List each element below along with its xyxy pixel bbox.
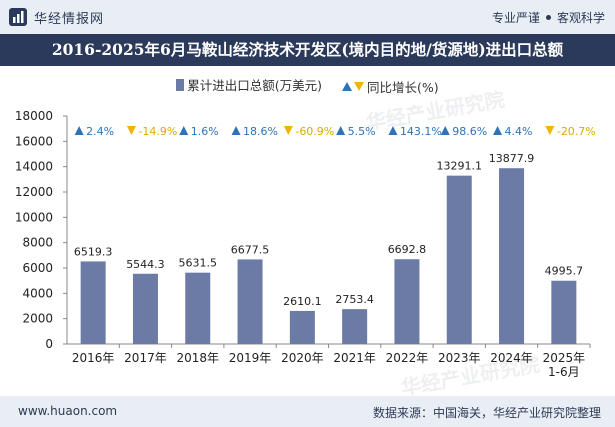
bar-chart: 0 2000 4000 6000 8000 10000 12000 14000 16000 180…: [15, 109, 596, 379]
bar: [446, 175, 472, 344]
x-tick-label: 2020年: [281, 351, 324, 365]
footer-source: 数据来源：中国海关，华经产业研究院整理: [372, 406, 601, 420]
y-tick-label: 6000: [22, 261, 53, 275]
top-bar: 华经情报网 专业严谨 客观科学: [0, 0, 615, 34]
x-tick-label: 2017年: [124, 351, 167, 365]
bar-value-label: 13291.1: [437, 160, 483, 173]
growth-label: -60.9%: [295, 125, 334, 138]
bar: [237, 259, 263, 344]
bar: [394, 259, 420, 344]
growth-label: 2.4%: [86, 125, 114, 138]
bar-value-label: 5544.3: [126, 258, 165, 271]
y-tick-label: 2000: [22, 312, 53, 326]
growth-up-marker: [74, 126, 84, 135]
x-tick-label: 2023年: [438, 351, 481, 365]
x-tick-label: 2016年: [72, 351, 115, 365]
x-tick-label: 2025年: [543, 351, 586, 365]
bar-value-label: 4995.7: [545, 265, 584, 278]
legend-bar-label: 累计进出口总额(万美元): [187, 78, 323, 93]
growth-up-marker: [493, 126, 503, 135]
chart-title: 2016-2025年6月马鞍山经济技术开发区(境内目的地/货源地)进出口总额: [0, 34, 615, 66]
y-tick-label: 10000: [15, 210, 53, 224]
footer: www.huaon.com 数据来源：中国海关，华经产业研究院整理: [0, 396, 615, 427]
growth-up-marker: [231, 126, 241, 135]
y-tick-label: 14000: [15, 160, 53, 174]
growth-label: -14.9%: [138, 125, 177, 138]
growth-up-marker: [179, 126, 189, 135]
growth-label: 18.6%: [243, 125, 278, 138]
bar: [342, 309, 368, 344]
bar: [551, 280, 577, 344]
x-tick-label: 2024年: [490, 351, 533, 365]
y-tick-label: 8000: [22, 236, 53, 250]
dot-separator-icon: [545, 15, 551, 20]
bar-value-label: 13877.9: [489, 152, 535, 165]
growth-label: 4.4%: [505, 125, 533, 138]
growth-label: 143.1%: [400, 125, 442, 138]
y-tick-label: 4000: [22, 286, 53, 300]
legend-item-bar: 累计进出口总额(万美元): [176, 75, 322, 94]
growth-label: 98.6%: [452, 125, 487, 138]
legend: 累计进出口总额(万美元) 同比增长(%): [0, 75, 615, 96]
triangle-up-icon: [342, 81, 353, 91]
bar: [80, 261, 106, 344]
y-tick-label: 12000: [15, 185, 53, 199]
bar: [289, 310, 315, 344]
legend-growth-label: 同比增长(%): [367, 79, 439, 95]
brand: 华经情报网: [8, 6, 104, 28]
growth-up-marker: [336, 126, 346, 135]
y-tick-label: 16000: [15, 134, 53, 148]
growth-down-marker: [126, 126, 136, 135]
bar-value-label: 2610.1: [283, 295, 322, 308]
y-tick-label: 0: [45, 337, 53, 351]
x-tick-label: 2021年: [333, 351, 376, 365]
x-tick-label: 2019年: [229, 351, 272, 365]
growth-down-marker: [283, 126, 293, 135]
bar: [185, 272, 211, 344]
y-tick-label: 18000: [15, 109, 53, 123]
bar-swatch-icon: [176, 78, 185, 91]
bar-value-label: 6692.8: [388, 243, 427, 256]
growth-label: 5.5%: [348, 125, 376, 138]
x-tick-label: 2018年: [176, 351, 219, 365]
logo-icon: [9, 8, 27, 26]
bar-value-label: 6677.5: [231, 243, 270, 256]
x-tick-label: 1-6月: [548, 365, 580, 379]
legend-item-growth: 同比增长(%): [342, 77, 439, 96]
tagline-left: 专业严谨: [491, 11, 540, 25]
bar: [499, 168, 525, 344]
bar-value-label: 5631.5: [179, 257, 218, 270]
growth-up-marker: [388, 126, 398, 135]
tagline-right: 客观科学: [556, 11, 605, 25]
bar: [132, 273, 158, 344]
brand-name: 华经情报网: [34, 11, 105, 27]
growth-up-marker: [440, 126, 450, 135]
x-tick-label: 2022年: [386, 351, 429, 365]
growth-down-marker: [545, 126, 555, 135]
growth-label: -20.7%: [557, 125, 596, 138]
footer-website: www.huaon.com: [18, 404, 118, 418]
bar-value-label: 6519.3: [74, 245, 113, 258]
tagline: 专业严谨 客观科学: [492, 9, 605, 26]
triangle-down-icon: [354, 81, 365, 91]
growth-label: 1.6%: [191, 125, 219, 138]
bar-value-label: 2753.4: [335, 293, 374, 306]
